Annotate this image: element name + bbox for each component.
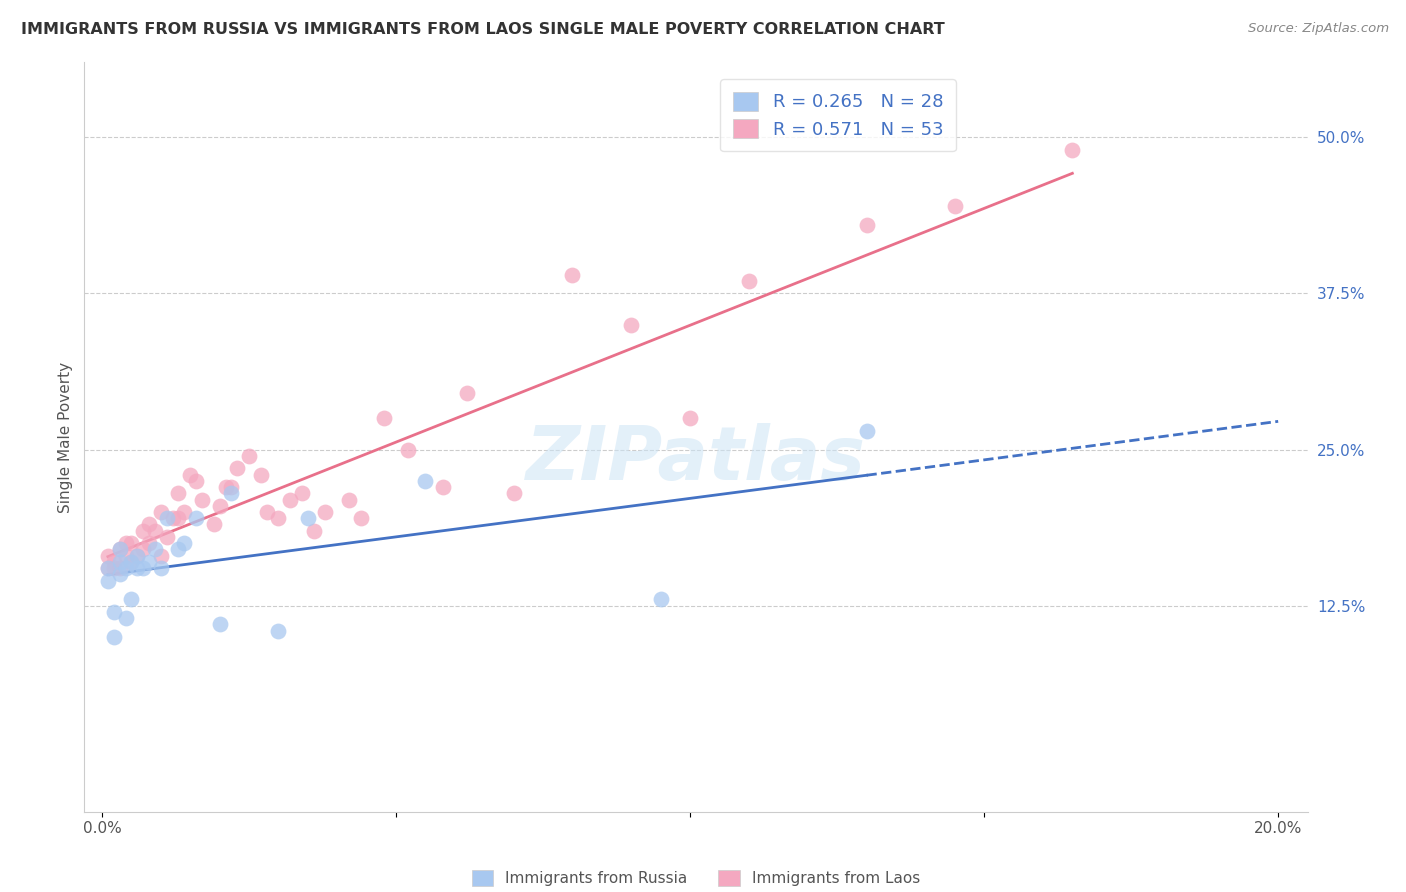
Point	[267, 511, 290, 525]
Point	[337, 492, 360, 507]
Point	[149, 561, 172, 575]
Point	[97, 561, 120, 575]
Text: IMMIGRANTS FROM RUSSIA VS IMMIGRANTS FROM LAOS SINGLE MALE POVERTY CORRELATION C: IMMIGRANTS FROM RUSSIA VS IMMIGRANTS FRO…	[21, 22, 945, 37]
Point	[1062, 143, 1084, 157]
Point	[214, 480, 236, 494]
Point	[226, 461, 249, 475]
Point	[173, 505, 195, 519]
Point	[249, 467, 271, 482]
Point	[97, 549, 120, 563]
Point	[456, 386, 478, 401]
Point	[114, 611, 136, 625]
Point	[267, 624, 290, 638]
Point	[120, 536, 142, 550]
Point	[103, 561, 125, 575]
Point	[415, 474, 437, 488]
Point	[173, 536, 195, 550]
Point	[620, 318, 643, 332]
Point	[103, 630, 125, 644]
Point	[561, 268, 583, 282]
Point	[221, 480, 243, 494]
Point	[208, 617, 231, 632]
Point	[103, 555, 125, 569]
Point	[167, 542, 190, 557]
Point	[114, 536, 136, 550]
Point	[127, 549, 149, 563]
Point	[221, 486, 243, 500]
Point	[679, 411, 702, 425]
Point	[132, 561, 155, 575]
Point	[114, 549, 136, 563]
Point	[291, 486, 314, 500]
Point	[184, 511, 207, 525]
Point	[738, 274, 761, 288]
Point	[350, 511, 373, 525]
Point	[238, 449, 260, 463]
Point	[943, 199, 966, 213]
Text: ZIPatlas: ZIPatlas	[526, 423, 866, 496]
Point	[143, 542, 166, 557]
Point	[855, 218, 877, 232]
Point	[256, 505, 278, 519]
Point	[108, 555, 131, 569]
Point	[143, 524, 166, 538]
Point	[108, 567, 131, 582]
Point	[297, 511, 319, 525]
Point	[179, 467, 201, 482]
Point	[132, 542, 155, 557]
Point	[162, 511, 184, 525]
Point	[167, 511, 190, 525]
Point	[278, 492, 301, 507]
Point	[314, 505, 336, 519]
Point	[120, 555, 142, 569]
Point	[202, 517, 225, 532]
Y-axis label: Single Male Poverty: Single Male Poverty	[58, 361, 73, 513]
Point	[132, 524, 155, 538]
Legend: Immigrants from Russia, Immigrants from Laos: Immigrants from Russia, Immigrants from …	[464, 863, 928, 892]
Text: Source: ZipAtlas.com: Source: ZipAtlas.com	[1249, 22, 1389, 36]
Point	[149, 549, 172, 563]
Point	[97, 561, 120, 575]
Point	[302, 524, 325, 538]
Point	[502, 486, 524, 500]
Point	[103, 605, 125, 619]
Point	[120, 555, 142, 569]
Point	[114, 561, 136, 575]
Point	[184, 474, 207, 488]
Point	[127, 549, 149, 563]
Point	[120, 592, 142, 607]
Point	[108, 542, 131, 557]
Point	[127, 561, 149, 575]
Point	[208, 499, 231, 513]
Point	[432, 480, 454, 494]
Point	[373, 411, 395, 425]
Point	[191, 492, 214, 507]
Point	[138, 555, 160, 569]
Point	[167, 486, 190, 500]
Point	[108, 561, 131, 575]
Point	[396, 442, 419, 457]
Point	[138, 536, 160, 550]
Point	[149, 505, 172, 519]
Point	[97, 574, 120, 588]
Point	[855, 424, 877, 438]
Point	[156, 530, 179, 544]
Point	[138, 517, 160, 532]
Point	[650, 592, 672, 607]
Point	[156, 511, 179, 525]
Point	[108, 542, 131, 557]
